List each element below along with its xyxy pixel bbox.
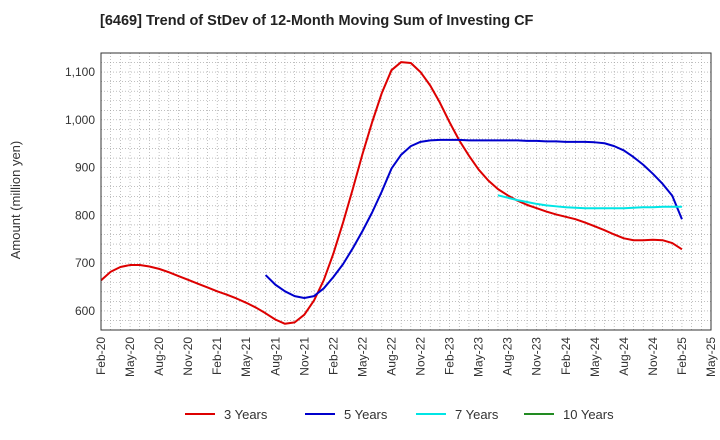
x-tick-label: May-22 — [355, 337, 369, 377]
legend-label: 5 Years — [344, 407, 388, 422]
plot-border — [100, 52, 712, 331]
series-line-7-years — [497, 194, 682, 210]
x-tick-label: Nov-22 — [414, 337, 428, 376]
x-tick-label: Nov-21 — [297, 337, 311, 376]
legend-label: 7 Years — [455, 407, 499, 422]
x-tick-label: May-25 — [704, 337, 718, 377]
x-tick-label: May-21 — [239, 337, 253, 377]
y-tick-label: 1,000 — [65, 113, 95, 127]
x-tick-label: May-23 — [472, 337, 486, 377]
series-layer — [100, 61, 683, 325]
x-tick-label: Aug-20 — [152, 337, 166, 376]
legend-label: 10 Years — [563, 407, 614, 422]
x-tick-label: Feb-24 — [559, 337, 573, 375]
legend: 3 Years 5 Years 7 Years 10 Years — [185, 407, 614, 422]
x-tick-label: Feb-22 — [326, 337, 340, 375]
x-tick-label: Feb-21 — [210, 337, 224, 375]
y-tick-label: 900 — [75, 161, 95, 175]
x-tick-label: Feb-20 — [94, 337, 108, 375]
series-line-3-years — [100, 61, 683, 325]
x-tick-label: Aug-21 — [268, 337, 282, 376]
legend-label: 3 Years — [224, 407, 268, 422]
x-tick-label: Nov-23 — [530, 337, 544, 376]
x-tick-label: May-20 — [123, 337, 137, 377]
y-tick-label: 700 — [75, 256, 95, 270]
x-tick-label: May-24 — [588, 337, 602, 377]
x-tick-label: Feb-23 — [443, 337, 457, 375]
y-tick-label: 1,100 — [65, 65, 95, 79]
y-tick-label: 600 — [75, 304, 95, 318]
series-line-5-years — [264, 138, 683, 299]
x-tick-label: Nov-20 — [181, 337, 195, 376]
x-tick-label: Aug-23 — [501, 337, 515, 376]
axis-layer: 600 700 800 900 1,000 1,100 Feb-20 May-20 Aug-20… — [65, 52, 718, 377]
x-tick-label: Nov-24 — [646, 337, 660, 376]
y-tick-label: 800 — [75, 208, 95, 222]
chart-title: [6469] Trend of StDev of 12-Month Moving… — [100, 13, 534, 29]
x-tick-label: Feb-25 — [675, 337, 689, 375]
x-tick-label: Aug-22 — [384, 337, 398, 376]
plot-area — [101, 53, 711, 330]
grid-layer — [100, 52, 712, 331]
x-tick-label: Aug-24 — [617, 337, 631, 376]
